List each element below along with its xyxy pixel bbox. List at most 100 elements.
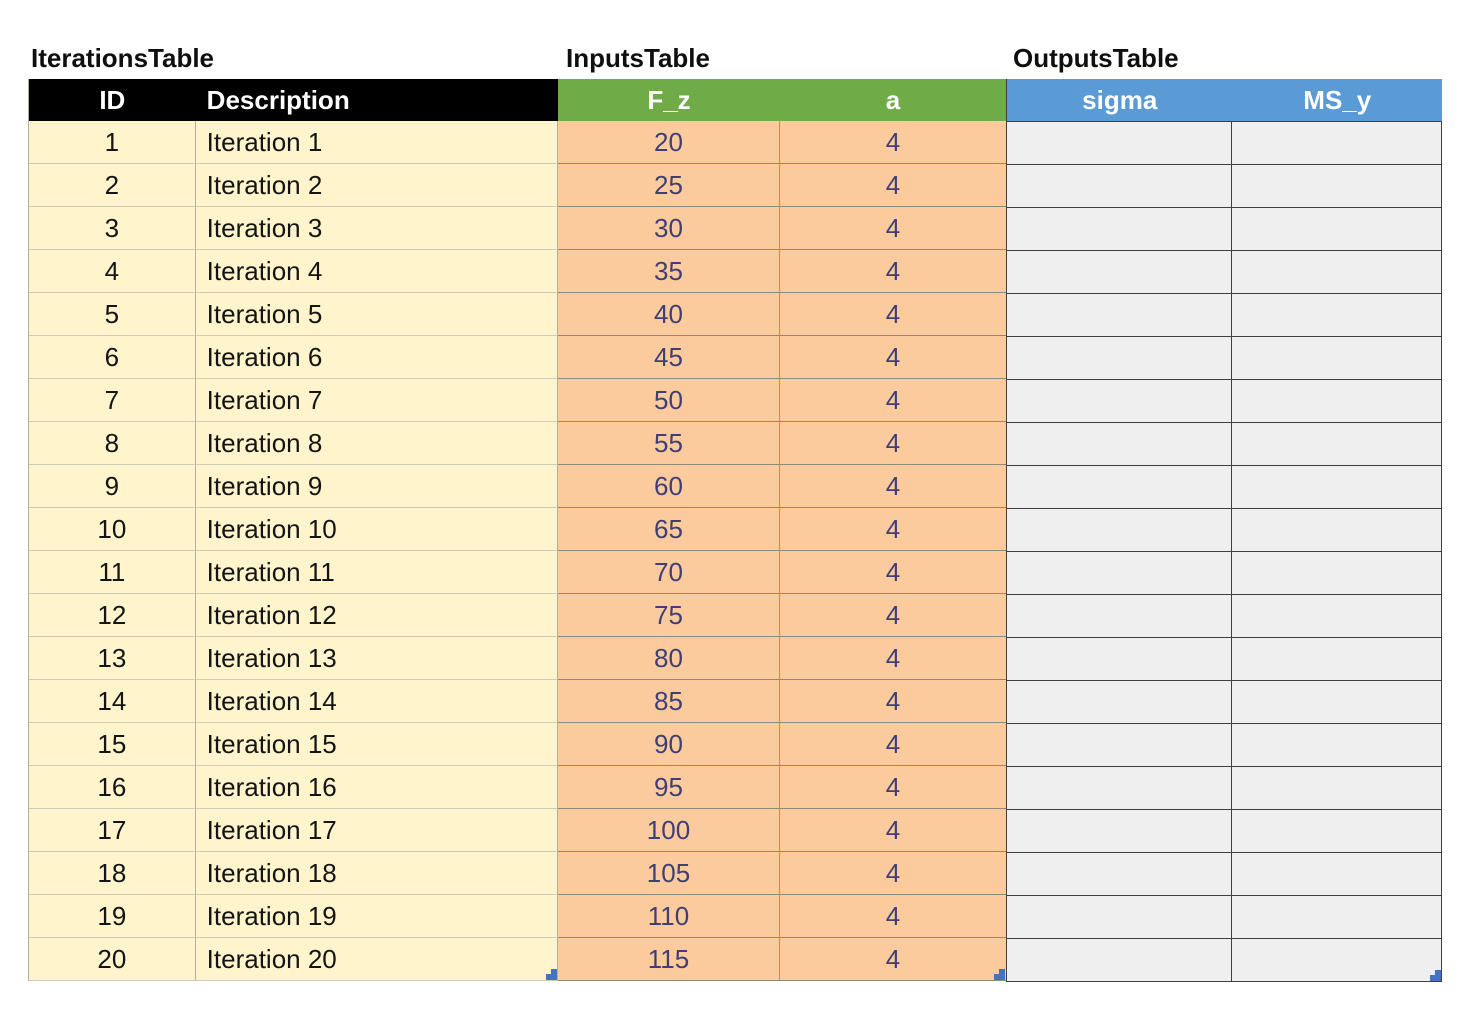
cell-description[interactable]: Iteration 18 [195,852,558,895]
inputs-header-fz[interactable]: F_z [558,79,780,121]
cell-sigma[interactable] [1007,767,1233,810]
cell-description[interactable]: Iteration 12 [195,594,558,637]
cell-ms-y[interactable] [1232,810,1442,853]
cell-id[interactable]: 1 [29,121,196,164]
cell-id[interactable]: 6 [29,336,196,379]
cell-a[interactable]: 4 [780,637,1006,680]
cell-sigma[interactable] [1007,681,1233,724]
cell-description[interactable]: Iteration 10 [195,508,558,551]
cell-ms-y[interactable] [1232,466,1442,509]
cell-description[interactable]: Iteration 8 [195,422,558,465]
iterations-header-id[interactable]: ID [29,79,196,121]
cell-id[interactable]: 20 [29,938,196,981]
cell-sigma[interactable] [1007,853,1233,896]
cell-description[interactable]: Iteration 7 [195,379,558,422]
cell-f-z[interactable]: 20 [558,121,780,164]
cell-a[interactable]: 4 [780,852,1006,895]
cell-id[interactable]: 7 [29,379,196,422]
cell-sigma[interactable] [1007,595,1233,638]
cell-id[interactable]: 13 [29,637,196,680]
cell-sigma[interactable] [1007,122,1233,165]
cell-a[interactable]: 4 [780,250,1006,293]
cell-f-z[interactable]: 50 [558,379,780,422]
cell-sigma[interactable] [1007,939,1233,982]
outputs-header-sigma[interactable]: sigma [1007,79,1233,121]
cell-ms-y[interactable] [1232,724,1442,767]
cell-a[interactable]: 4 [780,551,1006,594]
cell-sigma[interactable] [1007,294,1233,337]
cell-a[interactable]: 4 [780,422,1006,465]
cell-description[interactable]: Iteration 1 [195,121,558,164]
cell-f-z[interactable]: 75 [558,594,780,637]
cell-ms-y[interactable] [1232,337,1442,380]
cell-ms-y[interactable] [1232,767,1442,810]
cell-id[interactable]: 16 [29,766,196,809]
cell-ms-y[interactable] [1232,638,1442,681]
cell-id[interactable]: 17 [29,809,196,852]
cell-ms-y[interactable] [1232,896,1442,939]
inputs-header-a[interactable]: a [780,79,1006,121]
cell-f-z[interactable]: 85 [558,680,780,723]
cell-f-z[interactable]: 105 [558,852,780,895]
cell-sigma[interactable] [1007,423,1233,466]
cell-id[interactable]: 5 [29,293,196,336]
cell-a[interactable]: 4 [780,809,1006,852]
cell-sigma[interactable] [1007,896,1233,939]
cell-a[interactable]: 4 [780,895,1006,938]
cell-description[interactable]: Iteration 6 [195,336,558,379]
cell-id[interactable]: 15 [29,723,196,766]
cell-description[interactable]: Iteration 17 [195,809,558,852]
cell-sigma[interactable] [1007,466,1233,509]
cell-description[interactable]: Iteration 13 [195,637,558,680]
cell-description[interactable]: Iteration 11 [195,551,558,594]
cell-a[interactable]: 4 [780,680,1006,723]
cell-ms-y[interactable] [1232,509,1442,552]
cell-description[interactable]: Iteration 20 [195,938,558,981]
cell-id[interactable]: 12 [29,594,196,637]
cell-ms-y[interactable] [1232,681,1442,724]
cell-sigma[interactable] [1007,638,1233,681]
cell-ms-y[interactable] [1232,595,1442,638]
cell-id[interactable]: 3 [29,207,196,250]
table-resize-handle-icon[interactable] [546,969,557,980]
cell-sigma[interactable] [1007,509,1233,552]
cell-sigma[interactable] [1007,208,1233,251]
cell-f-z[interactable]: 65 [558,508,780,551]
cell-sigma[interactable] [1007,337,1233,380]
cell-a[interactable]: 4 [780,207,1006,250]
cell-sigma[interactable] [1007,165,1233,208]
cell-id[interactable]: 18 [29,852,196,895]
outputs-header-msy[interactable]: MS_y [1232,79,1442,121]
cell-f-z[interactable]: 100 [558,809,780,852]
cell-sigma[interactable] [1007,380,1233,423]
cell-description[interactable]: Iteration 14 [195,680,558,723]
iterations-header-description[interactable]: Description [195,79,558,121]
cell-ms-y[interactable] [1232,294,1442,337]
cell-ms-y[interactable] [1232,122,1442,165]
cell-ms-y[interactable] [1232,423,1442,466]
cell-f-z[interactable]: 110 [558,895,780,938]
cell-sigma[interactable] [1007,724,1233,767]
cell-ms-y[interactable] [1232,380,1442,423]
cell-a[interactable]: 4 [780,594,1006,637]
cell-a[interactable]: 4 [780,164,1006,207]
cell-f-z[interactable]: 25 [558,164,780,207]
cell-f-z[interactable]: 30 [558,207,780,250]
cell-a[interactable]: 4 [780,121,1006,164]
cell-ms-y[interactable] [1232,251,1442,294]
table-resize-handle-icon[interactable] [1430,970,1441,981]
cell-id[interactable]: 14 [29,680,196,723]
cell-f-z[interactable]: 60 [558,465,780,508]
cell-id[interactable]: 19 [29,895,196,938]
cell-sigma[interactable] [1007,552,1233,595]
cell-id[interactable]: 11 [29,551,196,594]
cell-f-z[interactable]: 80 [558,637,780,680]
cell-f-z[interactable]: 55 [558,422,780,465]
cell-ms-y[interactable] [1232,208,1442,251]
cell-description[interactable]: Iteration 3 [195,207,558,250]
table-resize-handle-icon[interactable] [994,969,1005,980]
cell-f-z[interactable]: 45 [558,336,780,379]
cell-a[interactable]: 4 [780,766,1006,809]
cell-ms-y[interactable] [1232,853,1442,896]
cell-a[interactable]: 4 [780,293,1006,336]
